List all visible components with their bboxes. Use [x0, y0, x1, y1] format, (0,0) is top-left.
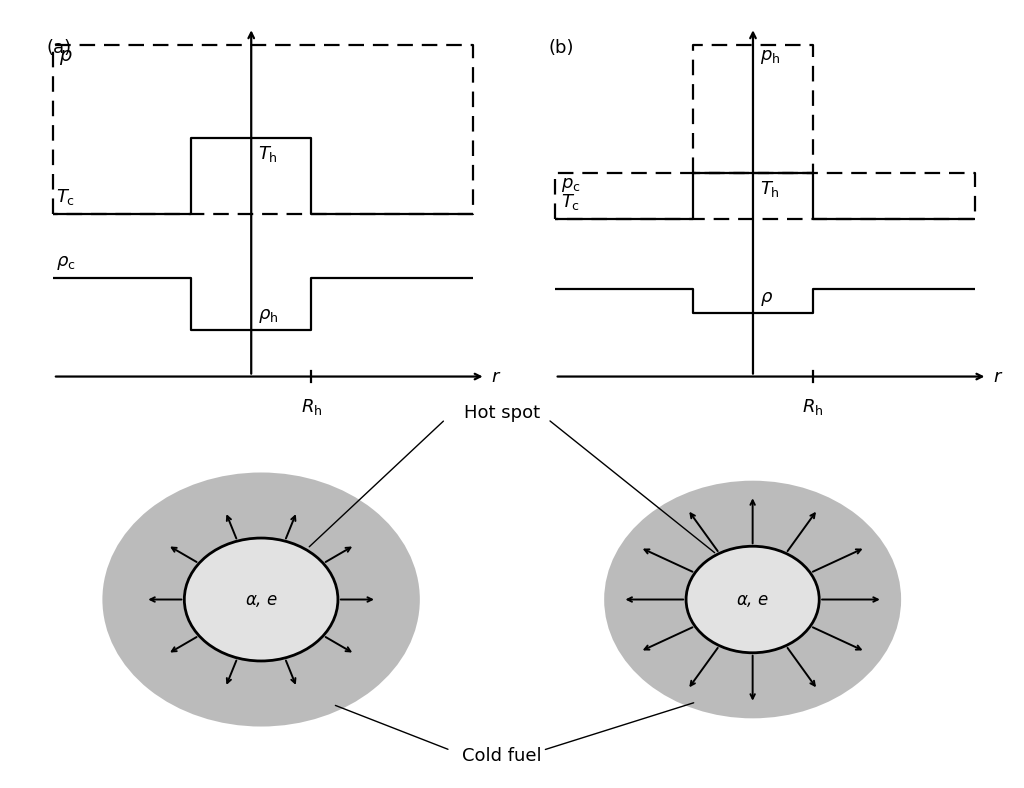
Text: r: r — [492, 367, 499, 385]
Text: $\alpha$, e: $\alpha$, e — [736, 590, 769, 608]
Text: (b): (b) — [549, 39, 574, 57]
Text: Cold fuel: Cold fuel — [462, 747, 542, 765]
Text: $T_{\mathrm{h}}$: $T_{\mathrm{h}}$ — [760, 179, 780, 199]
Text: r: r — [993, 367, 1000, 385]
Text: $T_{\mathrm{h}}$: $T_{\mathrm{h}}$ — [258, 143, 279, 164]
Text: $p$: $p$ — [59, 48, 73, 67]
Circle shape — [686, 546, 819, 652]
Circle shape — [102, 473, 420, 727]
Text: $\alpha$, e: $\alpha$, e — [245, 590, 278, 608]
Circle shape — [604, 481, 901, 719]
Text: $p_{\mathrm{c}}$: $p_{\mathrm{c}}$ — [561, 176, 581, 194]
Text: $\rho_{\mathrm{h}}$: $\rho_{\mathrm{h}}$ — [258, 307, 279, 325]
Text: $\rho$: $\rho$ — [760, 290, 773, 308]
Text: Hot spot: Hot spot — [464, 404, 540, 422]
Text: $\rho_{\mathrm{c}}$: $\rho_{\mathrm{c}}$ — [56, 254, 76, 272]
Text: $T_{\mathrm{c}}$: $T_{\mathrm{c}}$ — [561, 192, 580, 213]
Text: $R_{\mathrm{h}}$: $R_{\mathrm{h}}$ — [803, 397, 823, 417]
Circle shape — [184, 538, 338, 661]
Text: $T_{\mathrm{c}}$: $T_{\mathrm{c}}$ — [56, 187, 75, 206]
Text: $R_{\mathrm{h}}$: $R_{\mathrm{h}}$ — [301, 397, 322, 417]
Text: $p_{\mathrm{h}}$: $p_{\mathrm{h}}$ — [760, 48, 780, 65]
Text: (a): (a) — [47, 39, 72, 57]
